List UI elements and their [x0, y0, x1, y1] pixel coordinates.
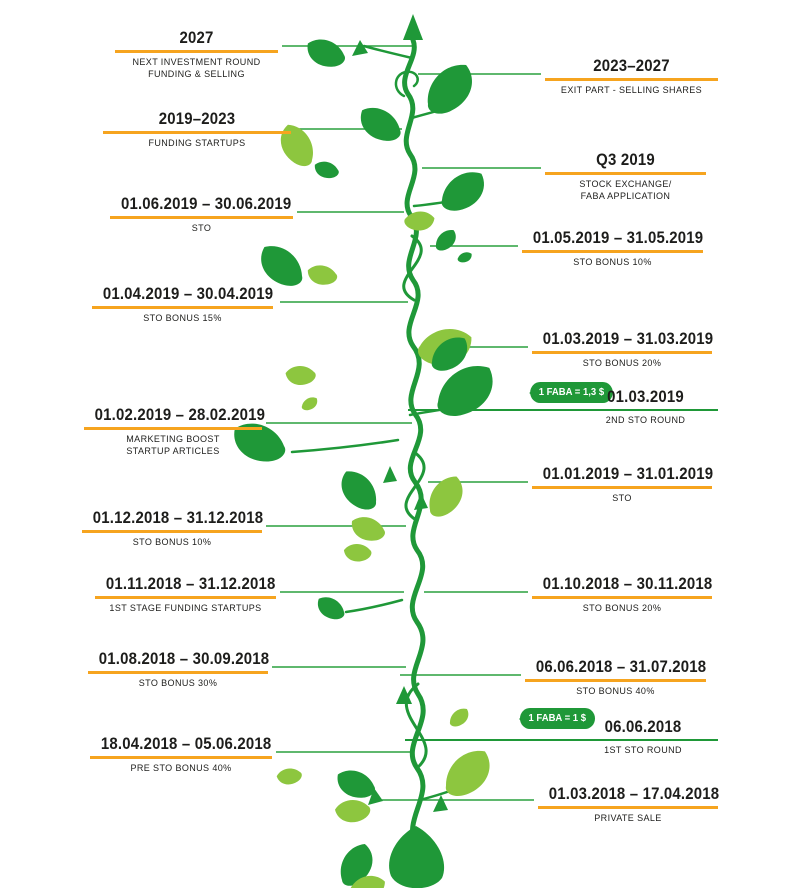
milestone: 1 FABA = 1,3 $ 01.03.2019 2ND STO ROUND: [408, 382, 718, 432]
milestone-underline: [522, 249, 703, 253]
milestone-underline: [110, 215, 293, 219]
milestone-underline: [115, 49, 278, 53]
milestone: 2027 NEXT INVESTMENT ROUND FUNDING & SEL…: [115, 29, 278, 81]
milestone: 01.12.2018 – 31.12.2018 STO BONUS 10%: [82, 508, 264, 549]
milestone-underline: [82, 529, 262, 533]
milestone: 01.05.2019 – 31.05.2019 STO BONUS 10%: [522, 229, 703, 269]
milestone-label: STO BONUS 10%: [573, 256, 652, 268]
milestone-label: STO: [191, 222, 212, 234]
milestone-underline: [405, 739, 718, 741]
milestone: Q3 2019 STOCK EXCHANGE/ FABA APPLICATION: [545, 151, 706, 203]
milestone-underline: [95, 595, 276, 599]
milestone-underline: [545, 171, 706, 175]
milestone-label: 1ST STAGE FUNDING STARTUPS: [109, 602, 262, 614]
milestone-label: 1ST STO ROUND: [604, 745, 682, 756]
milestone: 01.01.2019 – 31.01.2019 STO: [532, 464, 714, 505]
milestone-underline: [538, 805, 718, 809]
milestone-underline: [92, 305, 273, 309]
milestone-label: STO: [612, 492, 632, 504]
milestone-date: 2023–2027: [593, 56, 670, 75]
vine-leaves: [232, 35, 496, 888]
milestone-date: 2019–2023: [158, 109, 236, 128]
milestone-date: 06.06.2018: [604, 717, 682, 736]
milestone-date: 18.04.2018 – 05.06.2018: [100, 734, 272, 753]
milestone: 01.04.2019 – 30.04.2019 STO BONUS 15%: [92, 285, 273, 325]
milestone-underline: [545, 77, 718, 81]
milestone-label: STO BONUS 15%: [143, 312, 222, 324]
milestone: 01.08.2018 – 30.09.2018 STO BONUS 30%: [88, 649, 270, 690]
milestone-label: STO BONUS 30%: [138, 677, 218, 689]
milestone: 2019–2023 FUNDING STARTUPS: [103, 110, 291, 150]
milestone-label: STO BONUS 20%: [582, 602, 662, 614]
milestone-date: 01.08.2018 – 30.09.2018: [98, 649, 270, 668]
milestone-underline: [408, 409, 718, 411]
milestone-date: Q3 2019: [596, 150, 655, 169]
milestone: 01.10.2018 – 30.11.2018 STO BONUS 20%: [532, 575, 712, 615]
milestone-underline: [103, 130, 291, 134]
milestone: 01.11.2018 – 31.12.2018 1ST STAGE FUNDIN…: [95, 575, 276, 615]
milestone-label: STO BONUS 40%: [576, 685, 655, 697]
milestone-underline: [525, 678, 706, 682]
milestone-date: 01.11.2018 – 31.12.2018: [105, 574, 276, 593]
milestone-label: NEXT INVESTMENT ROUND FUNDING & SELLING: [132, 56, 261, 80]
milestone: 2023–2027 EXIT PART - SELLING SHARES: [545, 57, 718, 97]
milestone-date: 01.06.2019 – 30.06.2019: [120, 194, 292, 213]
milestone: 01.06.2019 – 30.06.2019 STO: [110, 195, 293, 235]
milestone: 01.03.2019 – 31.03.2019 STO BONUS 20%: [532, 329, 714, 370]
milestone-underline: [84, 426, 262, 430]
milestone-label: EXIT PART - SELLING SHARES: [560, 84, 703, 96]
milestone: 18.04.2018 – 05.06.2018 PRE STO BONUS 40…: [90, 735, 272, 775]
milestone-date: 06.06.2018 – 31.07.2018: [535, 657, 707, 676]
milestone-underline: [532, 350, 712, 354]
milestone-date: 01.10.2018 – 30.11.2018: [542, 574, 713, 593]
milestone: 01.02.2019 – 28.02.2019 MARKETING BOOST …: [84, 405, 266, 458]
milestone-label: PRIVATE SALE: [594, 812, 662, 824]
milestone-label: MARKETING BOOST STARTUP ARTICLES: [126, 433, 220, 457]
milestone-date: 01.02.2019 – 28.02.2019: [94, 405, 266, 424]
milestone: 01.03.2018 – 17.04.2018 PRIVATE SALE: [538, 784, 720, 825]
milestone-label: STO BONUS 10%: [132, 536, 212, 548]
milestone-underline: [90, 755, 272, 759]
milestone-date: 01.01.2019 – 31.01.2019: [542, 464, 714, 483]
milestone-underline: [532, 595, 712, 599]
milestone: 1 FABA = 1 $ 06.06.2018 1ST STO ROUND: [405, 706, 718, 756]
milestone: 06.06.2018 – 31.07.2018 STO BONUS 40%: [525, 658, 706, 698]
milestone-label: STOCK EXCHANGE/ FABA APPLICATION: [579, 178, 672, 202]
milestone-date: 01.05.2019 – 31.05.2019: [532, 228, 704, 247]
milestone-date: 01.03.2019 – 31.03.2019: [542, 329, 714, 348]
milestone-label: 2ND STO ROUND: [605, 415, 686, 426]
milestone-label: PRE STO BONUS 40%: [130, 762, 232, 774]
milestone-label: STO BONUS 20%: [582, 357, 662, 369]
milestone-date: 2027: [179, 28, 214, 47]
vine-bulb: [389, 826, 445, 888]
price-badge: 1 FABA = 1,3 $: [529, 382, 613, 403]
milestone-underline: [88, 670, 268, 674]
milestone-label: FUNDING STARTUPS: [148, 137, 246, 149]
milestone-date: 01.03.2018 – 17.04.2018: [548, 784, 720, 803]
milestone-date: 01.03.2019: [607, 387, 684, 406]
milestone-date: 01.04.2019 – 30.04.2019: [102, 284, 274, 303]
price-badge: 1 FABA = 1 $: [519, 708, 595, 729]
milestone-underline: [532, 485, 712, 489]
milestone-date: 01.12.2018 – 31.12.2018: [92, 508, 264, 527]
